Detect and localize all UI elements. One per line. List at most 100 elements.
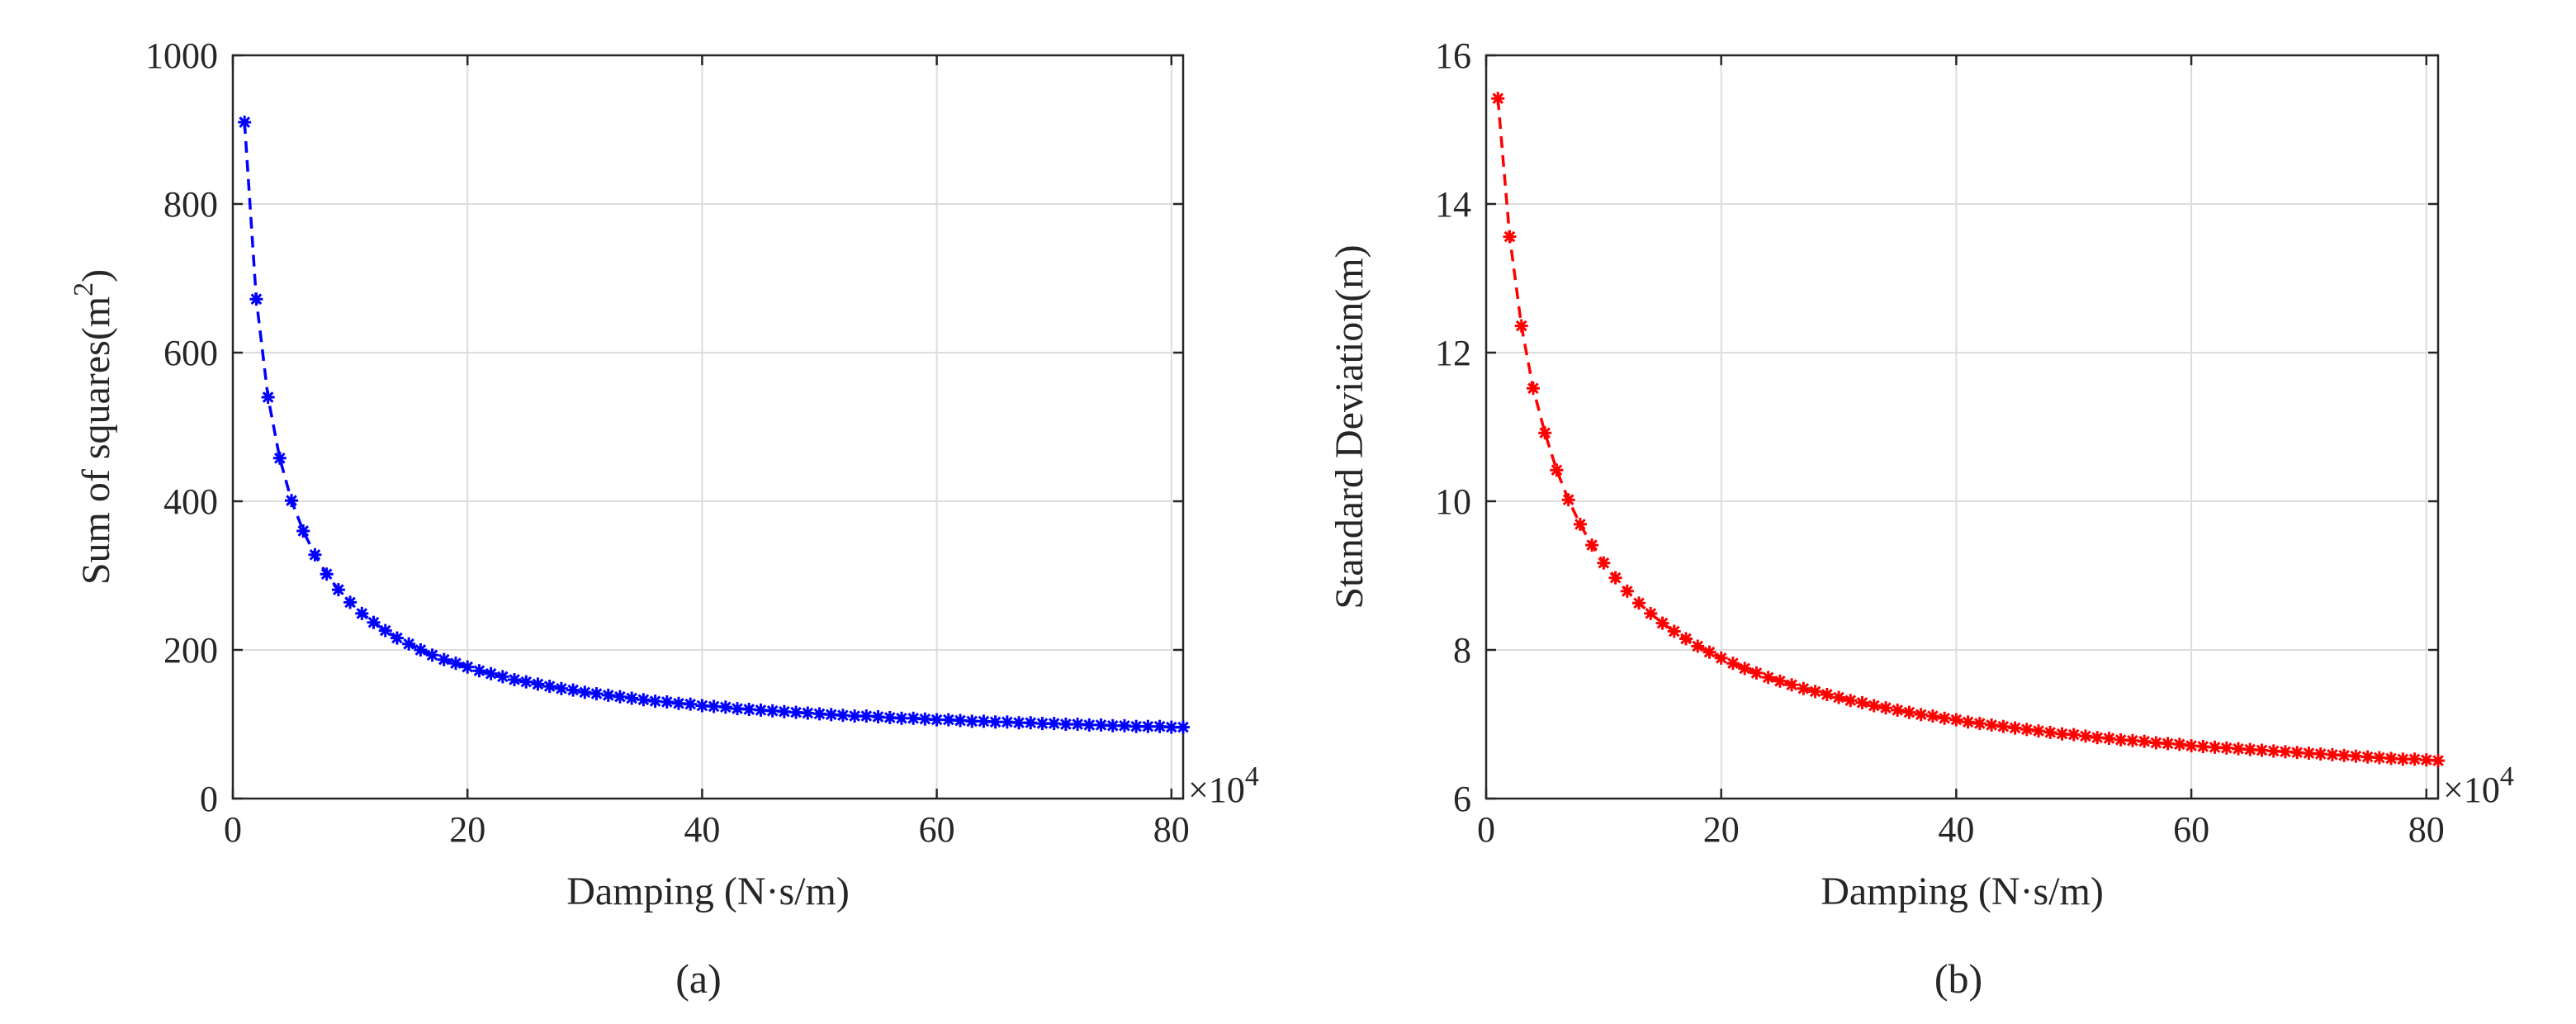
data-point <box>1000 715 1014 729</box>
marker-stroke <box>2233 742 2244 755</box>
marker-stroke <box>1165 721 1177 733</box>
data-point <box>448 657 462 671</box>
marker-stroke <box>1621 585 1633 597</box>
data-point <box>508 673 522 686</box>
data-point <box>472 664 486 678</box>
marker-stroke <box>520 676 533 688</box>
data-point <box>554 681 568 695</box>
marker-stroke <box>2150 737 2162 749</box>
data-point <box>249 292 263 306</box>
marker-stroke <box>2009 722 2021 734</box>
data-point <box>1925 709 1939 723</box>
data-point <box>988 715 1002 729</box>
data-point <box>1585 538 1599 552</box>
data-point <box>331 583 345 597</box>
data-point <box>1503 230 1517 244</box>
multiplier-exponent: 4 <box>2500 761 2514 792</box>
data-point <box>2020 723 2034 737</box>
data-point <box>2185 739 2199 753</box>
marker-stroke <box>1106 719 1119 732</box>
data-point <box>765 704 779 718</box>
marker-stroke <box>766 704 779 717</box>
marker-stroke <box>1153 720 1166 732</box>
marker-stroke <box>1036 718 1049 729</box>
data-point <box>1985 718 1999 732</box>
data-point <box>1141 719 1155 733</box>
marker-stroke <box>1002 716 1013 728</box>
data-point <box>1514 319 1528 333</box>
data-point <box>2266 744 2280 758</box>
marker-stroke <box>2267 745 2280 757</box>
marker-stroke <box>1119 719 1130 732</box>
marker-stroke <box>1142 720 1154 732</box>
data-point <box>1773 674 1787 688</box>
marker-stroke <box>2280 746 2291 758</box>
marker-stroke <box>1915 709 1927 721</box>
data-point <box>2078 729 2092 743</box>
marker-stroke <box>1574 519 1586 530</box>
data-point <box>296 524 310 538</box>
marker-stroke <box>497 671 509 683</box>
multiplier-base: ×10 <box>2443 770 2500 810</box>
data-point <box>2102 732 2116 746</box>
marker-stroke <box>1551 464 1563 476</box>
marker-stroke <box>1939 712 1950 724</box>
marker-stroke <box>2162 737 2174 750</box>
marker-stroke <box>250 293 263 306</box>
marker-stroke <box>825 709 837 721</box>
data-point <box>1106 718 1120 732</box>
data-point <box>2372 751 2386 765</box>
data-point <box>2032 724 2046 738</box>
marker-stroke <box>2244 743 2256 756</box>
data-point <box>2114 732 2128 747</box>
y-tick-label: 0 <box>200 779 218 819</box>
data-point <box>2337 748 2351 762</box>
data-point <box>1082 718 1096 732</box>
data-point <box>789 705 803 719</box>
data-point <box>2432 754 2445 768</box>
marker-stroke <box>450 657 462 670</box>
chart-panel-b: 0 20 40 60 80 6 8 10 12 14 16 ×104 Damping (N·s/m) St… <box>1328 36 2514 1002</box>
data-point <box>601 688 615 702</box>
marker-stroke <box>1072 718 1083 730</box>
data-point <box>1844 694 1858 708</box>
marker-stroke <box>543 680 556 692</box>
marker-stroke <box>1727 657 1739 670</box>
x-tick-label: 0 <box>224 809 242 850</box>
data-point <box>2125 733 2139 747</box>
data-point <box>907 711 921 725</box>
marker-stroke <box>2080 730 2091 742</box>
marker-stroke <box>286 495 297 506</box>
y-tick-label: 400 <box>163 481 218 522</box>
marker-stroke <box>333 584 344 595</box>
data-point <box>848 709 862 723</box>
data-point <box>2255 743 2269 757</box>
data-point <box>1750 666 1764 680</box>
data-point <box>1961 715 1975 729</box>
marker-stroke <box>1950 713 1963 726</box>
data-point <box>1878 701 1892 715</box>
data-point <box>2055 727 2069 741</box>
marker-stroke <box>2174 738 2185 751</box>
data-point <box>930 713 944 727</box>
data-point <box>1094 718 1108 732</box>
y-tick-label: 16 <box>1435 36 1471 76</box>
marker-stroke <box>1598 557 1610 569</box>
data-point <box>1058 718 1073 731</box>
y-tick-label: 10 <box>1435 481 1471 522</box>
x-axis-label: Damping (N·s/m) <box>1821 870 2104 913</box>
data-point <box>378 623 392 638</box>
marker-stroke <box>696 699 708 712</box>
data-point <box>731 702 745 716</box>
data-point <box>261 391 275 404</box>
data-point <box>414 643 428 657</box>
data-point <box>2349 749 2363 763</box>
marker-stroke <box>1656 617 1669 629</box>
marker-stroke <box>2114 734 2127 746</box>
data-point <box>1024 716 1038 730</box>
data-point <box>918 712 932 726</box>
data-point <box>1550 463 1564 477</box>
marker-stroke <box>2408 753 2421 766</box>
marker-stroke <box>1680 633 1692 645</box>
data-point <box>2361 750 2375 764</box>
